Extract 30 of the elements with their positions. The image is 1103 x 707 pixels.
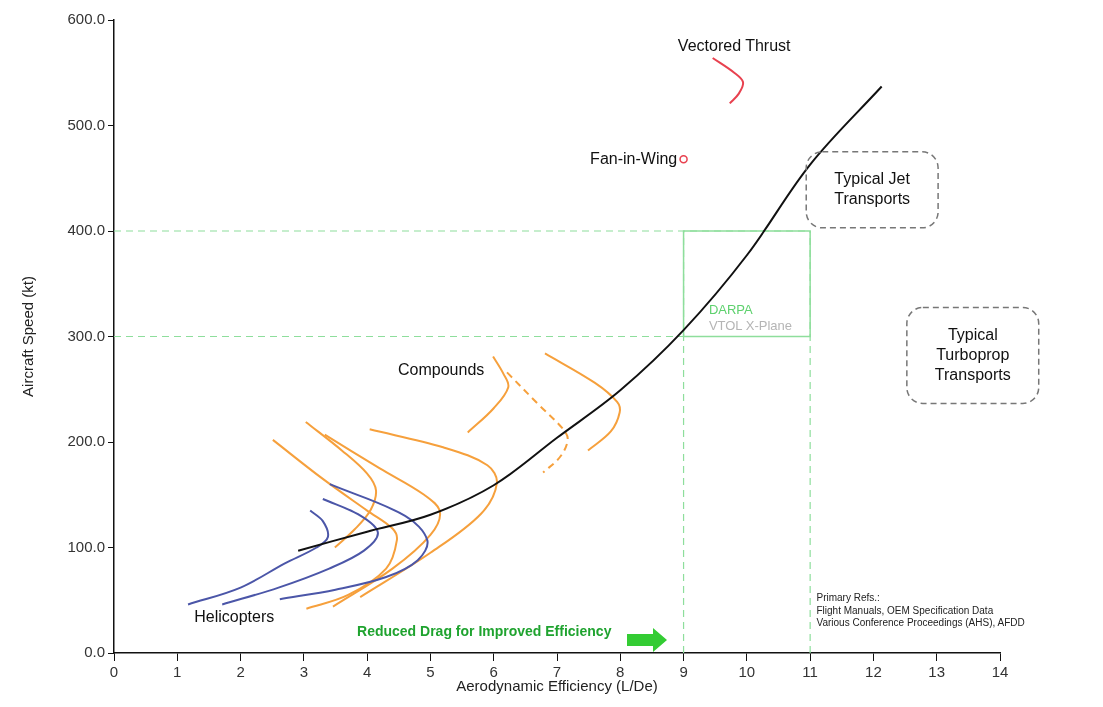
x-tick-label: 3: [299, 663, 309, 681]
x-tick-label: 10: [738, 663, 756, 681]
annotation: Vectored Thrust: [677, 36, 792, 54]
x-tick-label: 0: [109, 663, 119, 681]
x-tick-label: 1: [173, 663, 182, 681]
y-axis-title: Aircraft Speed (kt): [19, 276, 37, 397]
y-tick-label: 600.0: [67, 10, 105, 28]
y-tick-label: 500.0: [67, 115, 105, 133]
x-tick-label: 12: [865, 663, 882, 681]
annotation: VTOL X-Plane: [708, 317, 792, 333]
annotation: Typical Jet Transports: [834, 170, 911, 208]
x-tick-label: 14: [991, 663, 1009, 681]
y-tick-label: 200.0: [67, 432, 105, 450]
y-tick-label: 300.0: [67, 326, 105, 344]
annotation: Fan-in-Wing: [590, 149, 678, 167]
x-tick-label: 4: [362, 663, 372, 681]
annotation: Helicopters: [194, 607, 275, 625]
annotation: Primary Refs.: Flight Manuals, OEM Specification Data Various Conference Proceedings (AHS), AFDD: [816, 592, 1025, 629]
y-tick-label: 400.0: [67, 221, 105, 239]
x-tick-label: 5: [426, 663, 435, 681]
y-tick-label: 0.0: [84, 643, 105, 661]
x-tick-label: 9: [679, 663, 688, 681]
y-tick-label: 100.0: [67, 537, 105, 555]
x-tick-label: 13: [928, 663, 946, 681]
annotation: DARPA: [708, 301, 754, 317]
annotation: Compounds: [398, 360, 485, 378]
x-tick-label: 2: [236, 663, 245, 681]
annotation: Reduced Drag for Improved Efficiency: [357, 622, 612, 639]
annotation: Typical Turboprop Transports: [934, 325, 1011, 383]
x-tick-label: 11: [802, 663, 818, 681]
